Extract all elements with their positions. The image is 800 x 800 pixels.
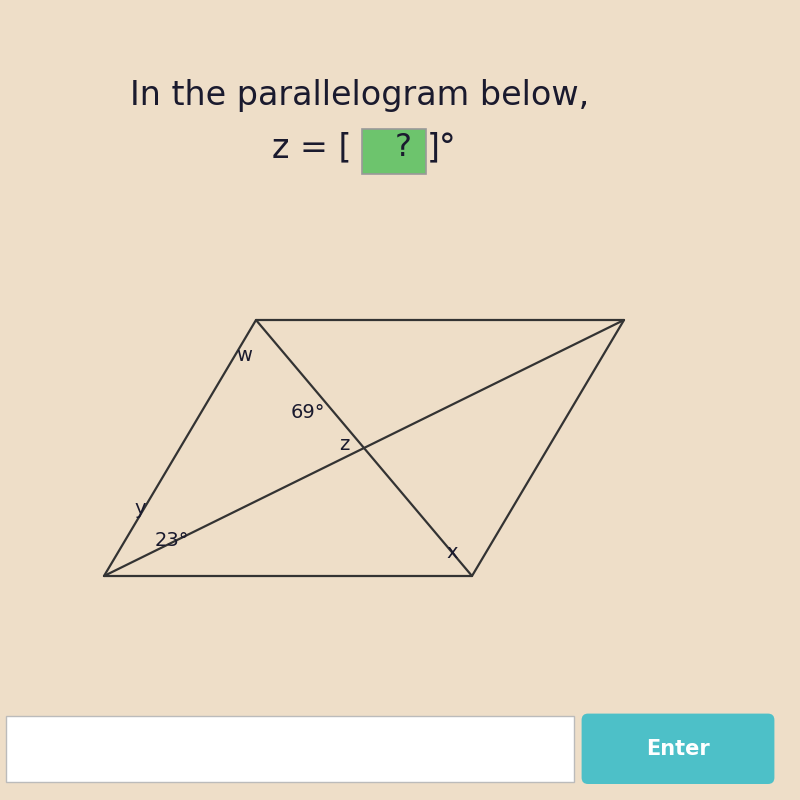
Text: ]°: ]° <box>427 131 457 165</box>
Text: w: w <box>236 346 252 366</box>
Text: In the parallelogram below,: In the parallelogram below, <box>130 79 590 113</box>
Text: 23°: 23° <box>154 530 190 550</box>
Text: x: x <box>446 542 458 562</box>
Text: 69°: 69° <box>290 402 326 422</box>
Text: Enter: Enter <box>646 739 710 758</box>
Text: y: y <box>134 498 146 518</box>
FancyBboxPatch shape <box>582 714 774 784</box>
Text: z = [: z = [ <box>272 131 351 165</box>
Text: ?: ? <box>394 133 411 163</box>
Text: z: z <box>339 434 349 454</box>
FancyBboxPatch shape <box>362 129 426 174</box>
FancyBboxPatch shape <box>6 716 574 782</box>
